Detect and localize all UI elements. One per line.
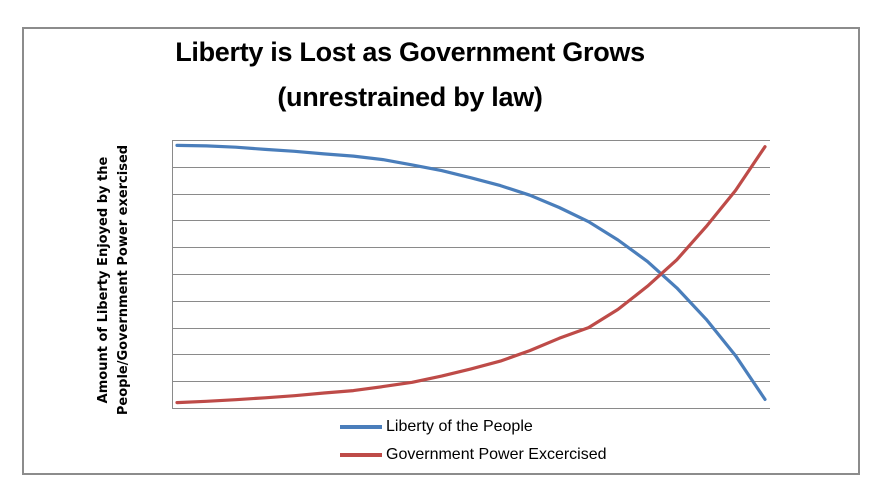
series-line-liberty: [175, 143, 767, 401]
chart-title: Liberty is Lost as Government Grows: [175, 37, 645, 67]
legend-item-liberty: Liberty of the People: [340, 417, 533, 437]
series-line-government: [175, 145, 767, 405]
legend-item-government: Government Power Excercised: [340, 445, 607, 465]
legend-swatch-liberty: [340, 425, 382, 429]
legend-label-liberty: Liberty of the People: [386, 418, 533, 435]
legend-swatch-government: [340, 453, 382, 457]
chart-subtitle: (unrestrained by law): [277, 82, 543, 112]
legend-label-government: Government Power Excercised: [386, 446, 607, 463]
chart-frame: [22, 27, 860, 475]
